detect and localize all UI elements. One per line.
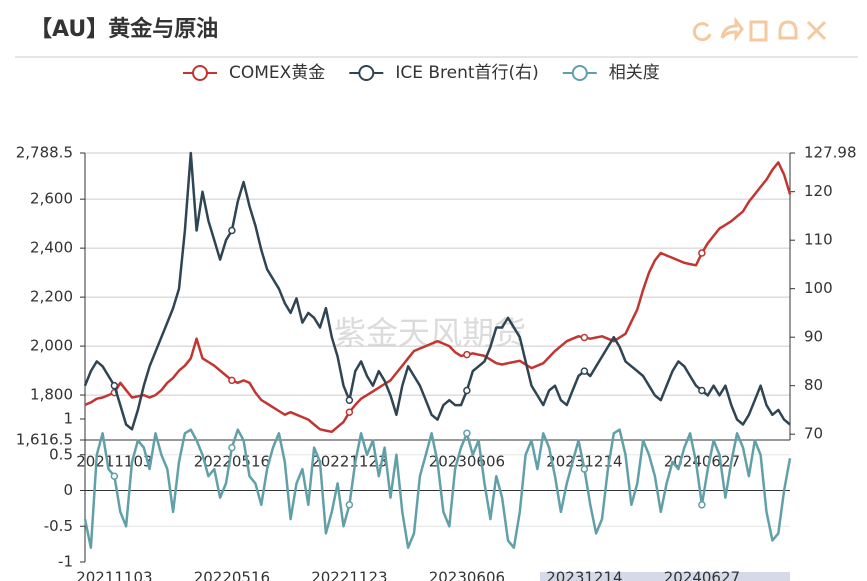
point-marker xyxy=(580,367,589,375)
x-tick-label: 20230606 xyxy=(429,453,505,471)
fullscreen-icon[interactable] xyxy=(806,20,827,41)
point-marker xyxy=(698,249,706,257)
point-marker xyxy=(698,386,706,395)
point-marker xyxy=(228,376,236,385)
chart-title: 【AU】黄金与原油 xyxy=(30,16,218,42)
restore-icon[interactable] xyxy=(692,22,712,42)
x-tick-label: 20221123 xyxy=(311,569,387,581)
x-tick-label: 20230606 xyxy=(429,569,505,581)
toolbox[interactable] xyxy=(692,16,827,42)
y-tick-label: 2,000 xyxy=(30,337,73,355)
save-icon[interactable] xyxy=(749,20,768,42)
point-marker xyxy=(463,386,471,395)
point-marker xyxy=(228,226,236,235)
y-tick-label: 2,400 xyxy=(30,239,73,257)
y2-tick-label: 120 xyxy=(804,182,833,200)
y-tick-label: 0.5 xyxy=(49,445,73,463)
x-tick-label: 20231214 xyxy=(546,453,622,471)
series-line xyxy=(83,428,792,549)
x-tick-label: 20221123 xyxy=(311,453,387,471)
point-marker xyxy=(345,408,354,416)
y-tick-label: 2,200 xyxy=(30,288,73,306)
series-line xyxy=(83,151,791,431)
zoom-highlight xyxy=(540,572,790,581)
y-tick-label: 2,788.5 xyxy=(16,144,73,162)
y-tick-label: -0.5 xyxy=(44,517,73,535)
y2-tick-label: 90 xyxy=(804,328,823,346)
legend-symbol xyxy=(192,65,208,81)
y2-tick-label: 80 xyxy=(804,376,823,394)
point-marker xyxy=(345,396,354,404)
point-marker xyxy=(463,429,471,438)
x-tick-label: 20220516 xyxy=(194,453,270,471)
x-tick-label: 20240627 xyxy=(664,569,740,581)
legend-symbol xyxy=(571,65,588,81)
point-marker xyxy=(463,350,471,359)
legend-label: COMEX黄金 xyxy=(229,63,325,83)
point-marker xyxy=(110,381,119,390)
y-tick-label: -1 xyxy=(58,553,73,571)
alert-icon[interactable] xyxy=(778,20,798,40)
legend-label: ICE Brent首行(右) xyxy=(395,63,538,83)
legend-symbol xyxy=(358,65,375,81)
point-marker xyxy=(698,501,706,509)
y2-tick-label: 70 xyxy=(804,425,823,443)
legend-label: 相关度 xyxy=(609,63,660,83)
y2-tick-label: 110 xyxy=(804,231,833,249)
y-tick-label: 1 xyxy=(63,410,73,428)
series-line xyxy=(84,161,792,434)
y-tick-label: 1,616.5 xyxy=(16,431,73,449)
y-tick-label: 0 xyxy=(63,481,73,499)
y-tick-label: 2,600 xyxy=(30,190,73,208)
point-marker xyxy=(580,333,589,342)
point-marker xyxy=(580,465,589,473)
x-tick-label: 20231214 xyxy=(546,569,622,581)
point-marker xyxy=(228,443,236,452)
point-marker xyxy=(110,472,119,480)
share-icon[interactable] xyxy=(720,16,744,42)
point-marker xyxy=(345,501,354,509)
x-tick-label: 20211103 xyxy=(76,569,152,581)
y2-tick-label: 127.98 xyxy=(804,144,857,162)
x-tick-label: 20220516 xyxy=(194,569,270,581)
y-tick-label: 1,800 xyxy=(30,386,73,404)
y2-tick-label: 100 xyxy=(804,279,833,297)
